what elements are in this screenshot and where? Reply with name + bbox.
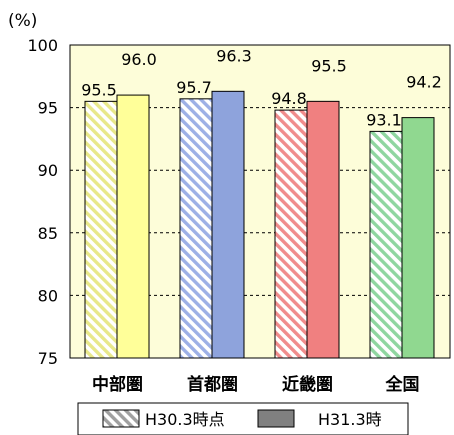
y-tick-label: 100: [27, 36, 58, 55]
y-tick-label: 90: [38, 161, 58, 180]
bar-hatched: [84, 100, 118, 359]
data-label: 96.0: [121, 50, 157, 69]
data-label: 95.5: [311, 56, 347, 75]
value-labels: 95.596.095.796.394.895.593.194.2: [81, 46, 442, 129]
plot-frame: [69, 44, 451, 359]
bar-solid: [306, 100, 340, 359]
y-tick-label: 85: [38, 224, 58, 243]
data-label: 96.3: [216, 46, 252, 65]
data-label: 94.2: [406, 73, 442, 92]
data-label: 95.7: [176, 78, 212, 97]
y-axis-unit: (%): [8, 11, 37, 31]
y-tick-label: 95: [38, 99, 58, 118]
legend: H30.3時点 H31.3時: [77, 402, 409, 435]
bar-solid: [116, 94, 150, 359]
bar-hatched: [369, 130, 403, 359]
bar-solid: [401, 117, 435, 359]
y-axis-ticks: 75 80 85 90 95 100: [27, 36, 58, 368]
data-label: 93.1: [366, 110, 402, 129]
bars: [84, 90, 435, 359]
data-label: 95.5: [81, 80, 117, 99]
legend-label: H30.3時点: [145, 410, 225, 429]
x-tick-label: 近畿圏: [282, 374, 333, 395]
legend-label: H31.3時: [318, 410, 382, 429]
data-label: 94.8: [271, 89, 307, 108]
bar-solid: [211, 90, 245, 359]
x-axis-labels: 中部圏 首都圏 近畿圏 全国: [92, 374, 420, 395]
legend-swatch-solid: [257, 409, 295, 428]
x-tick-label: 中部圏: [92, 374, 143, 395]
y-tick-label: 80: [38, 286, 58, 305]
bar-hatched: [274, 109, 308, 359]
x-tick-label: 首都圏: [187, 374, 238, 395]
y-tick-label: 75: [38, 349, 58, 368]
x-tick-label: 全国: [385, 374, 420, 395]
legend-swatch-hatched: [102, 409, 140, 428]
bar-hatched: [179, 98, 213, 359]
